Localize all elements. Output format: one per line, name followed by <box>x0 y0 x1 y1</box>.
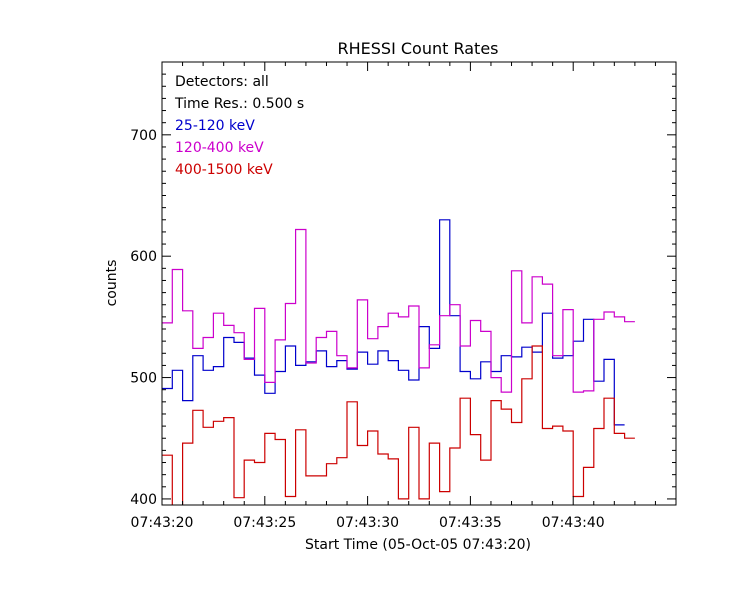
x-tick-label: 07:43:30 <box>336 515 399 531</box>
y-axis-label: counts <box>104 260 120 307</box>
series-line-2 <box>162 345 635 505</box>
y-tick-label: 600 <box>130 249 157 265</box>
legend-entry-2: 400-1500 keV <box>175 162 273 178</box>
y-tick-label: 400 <box>130 492 157 508</box>
x-tick-label: 07:43:40 <box>542 515 605 531</box>
plot-frame <box>161 61 677 506</box>
y-tick-label: 500 <box>130 371 157 387</box>
x-tick-label: 07:43:20 <box>131 515 194 531</box>
series-layer <box>162 219 635 505</box>
y-tick-label: 700 <box>130 128 157 144</box>
series-line-0 <box>162 219 625 426</box>
annotations-layer: Detectors: all Time Res.: 0.500 s 25-120 k… <box>174 74 304 178</box>
x-tick-label: 07:43:25 <box>233 515 296 531</box>
legend-entry-0: 25-120 keV <box>175 118 255 134</box>
series-line-1 <box>162 228 635 393</box>
annotation-text: Time Res.: 0.500 s <box>174 96 304 112</box>
axes-layer: 07:43:20 07:43:25 07:43:30 07:43:35 07:43:40… <box>130 61 677 531</box>
x-tick-label: 07:43:35 <box>439 515 502 531</box>
chart-title: RHESSI Count Rates <box>338 39 499 58</box>
annotation-text: Detectors: all <box>175 74 269 90</box>
legend-entry-1: 120-400 keV <box>175 140 264 156</box>
x-axis-label: Start Time (05-Oct-05 07:43:20) <box>305 537 531 553</box>
